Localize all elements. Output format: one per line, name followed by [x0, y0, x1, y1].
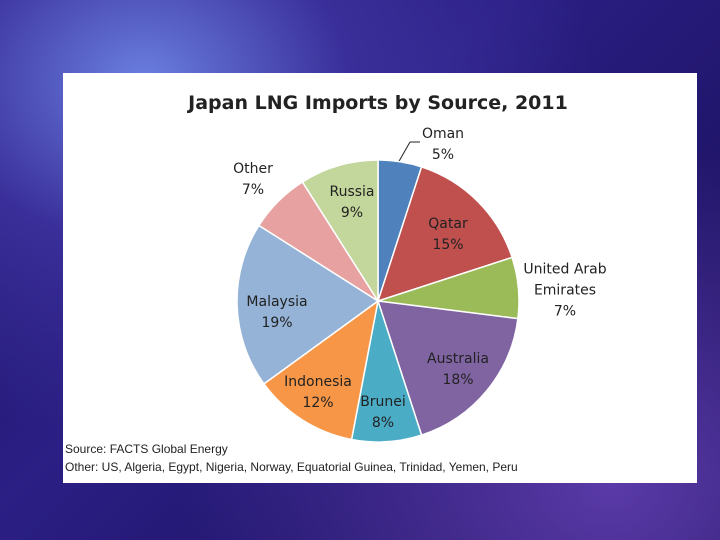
slice-value: 19% — [261, 315, 293, 331]
slice-value: 12% — [302, 395, 334, 411]
slice-name: Indonesia — [284, 374, 352, 390]
slice-label: Russia 9% — [322, 182, 382, 224]
slice-label: Brunei 8% — [353, 392, 413, 434]
note: Other: US, Algeria, Egypt, Nigeria, Norw… — [65, 460, 518, 474]
slice-name: Other — [233, 161, 273, 177]
slice-value: 9% — [340, 205, 364, 221]
slice-label: Australia 18% — [418, 349, 498, 391]
slice-value: 5% — [431, 147, 455, 163]
pie-slice — [236, 224, 380, 385]
slice-value: 15% — [432, 237, 464, 253]
pie-slice — [376, 300, 519, 437]
slice-name: Oman — [421, 126, 465, 142]
slice-name: Russia — [329, 184, 375, 200]
slice-label: Malaysia 19% — [232, 292, 322, 334]
slice-label: Other 7% — [223, 159, 283, 201]
pie-slice — [301, 159, 379, 304]
slice-name: United Arab Emirates — [523, 261, 607, 299]
leader-line — [397, 141, 411, 164]
slice-value: 18% — [442, 372, 474, 388]
pie-slice — [262, 299, 380, 441]
slice-value: 8% — [371, 415, 395, 431]
slice-label: Oman 5% — [413, 124, 473, 166]
slice-name: Australia — [427, 351, 489, 367]
slice-value: 7% — [553, 303, 577, 320]
source: Source: FACTS Global Energy — [65, 442, 228, 456]
slice-name: Qatar — [428, 216, 468, 232]
slice-name: Brunei — [360, 394, 406, 410]
slice-value: 7% — [241, 182, 265, 198]
chart-title: Japan LNG Imports by Source, 2011 — [188, 92, 568, 114]
slice-label: Qatar 15% — [418, 214, 478, 256]
slice-label: United Arab Emirates 7% — [515, 260, 615, 323]
slice-name: Malaysia — [246, 294, 308, 310]
pie-slice — [376, 165, 514, 303]
slice-label: Indonesia 12% — [273, 372, 363, 414]
